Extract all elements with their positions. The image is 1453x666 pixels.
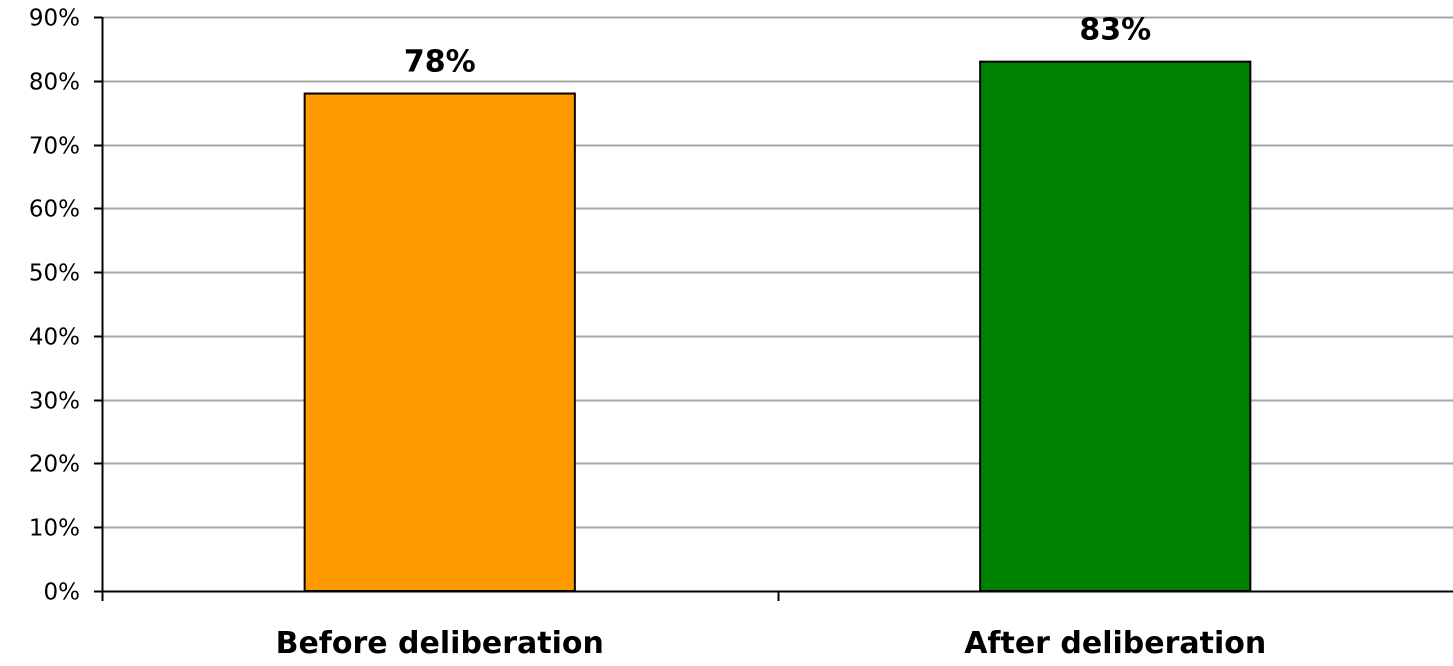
data-label: 78%: [404, 45, 476, 80]
y-tick-label: 40%: [29, 325, 80, 351]
y-tick-label: 30%: [29, 389, 80, 415]
y-tick-label: 90%: [29, 6, 80, 32]
y-tick-label: 10%: [29, 516, 80, 542]
y-tick-label: 70%: [29, 134, 80, 160]
bars: [303, 60, 1252, 593]
category-labels: Before deliberation After deliberation: [276, 626, 1267, 661]
axes: [94, 16, 1453, 601]
y-tick-label: 20%: [29, 452, 80, 478]
y-tick-labels: 0% 10% 20% 30% 40% 50% 60% 70% 80% 90%: [29, 6, 80, 606]
data-labels: 78% 83%: [404, 13, 1151, 80]
category-label: After deliberation: [964, 626, 1266, 661]
y-tick-label: 60%: [29, 197, 80, 223]
y-tick-label: 50%: [29, 261, 80, 287]
category-label: Before deliberation: [276, 626, 604, 661]
y-tick-label: 80%: [29, 70, 80, 96]
data-label: 83%: [1079, 13, 1151, 48]
bar-2: [979, 60, 1252, 592]
bar-1: [303, 92, 576, 593]
y-tick-label: 0%: [44, 580, 81, 606]
